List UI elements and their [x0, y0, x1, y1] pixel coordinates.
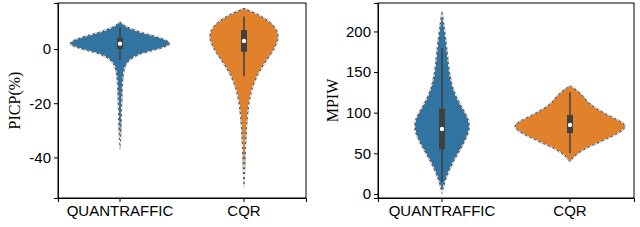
axis-line [374, 4, 379, 199]
tick-mark [54, 49, 58, 50]
box [567, 115, 573, 133]
tick: QUANTRAFFIC [67, 198, 174, 219]
panel: -40 -20 0 QUANTRAFFIC CQR PICP(%) [6, 3, 307, 219]
tick-label: 150 [346, 63, 371, 80]
tick: -20 [29, 95, 58, 112]
axis-line [54, 4, 59, 199]
violin-outline [210, 8, 278, 187]
plot-area [415, 11, 625, 192]
tick: 0 [363, 185, 378, 202]
tick-mark [374, 31, 378, 32]
tick-label: 100 [346, 104, 371, 121]
violin [210, 8, 278, 187]
violin [515, 86, 625, 162]
tick: CQR [553, 198, 587, 219]
tick: 100 [346, 104, 378, 121]
y-axis-title: PICP(%) [6, 72, 24, 130]
tick-mark [374, 153, 378, 154]
box [439, 109, 445, 150]
tick-mark [54, 157, 58, 158]
tick-label: 0 [43, 40, 51, 57]
tick-label: 200 [346, 23, 371, 40]
panel: 0 50 100 150 200 QUANTRAFFIC CQR MPIW [324, 3, 635, 219]
tick: QUANTRAFFIC [389, 198, 496, 219]
box [117, 38, 123, 49]
tick-label: CQR [227, 202, 261, 219]
median [118, 41, 122, 45]
tick: 0 [43, 40, 58, 57]
tick: 150 [346, 63, 378, 80]
median [440, 127, 444, 131]
tick-label: -20 [29, 95, 51, 112]
x-axis: QUANTRAFFIC CQR [59, 198, 307, 219]
tick-label: 0 [363, 185, 371, 202]
tick-label: QUANTRAFFIC [389, 202, 496, 219]
tick-mark [374, 72, 378, 73]
tick-label: QUANTRAFFIC [67, 202, 174, 219]
box [241, 30, 247, 52]
plot-area [70, 8, 278, 187]
violin-outline [415, 11, 470, 192]
tick: -40 [29, 149, 58, 166]
violin [415, 11, 470, 192]
y-axis: 0 50 100 150 200 [346, 4, 379, 203]
tick: CQR [227, 198, 261, 219]
median [242, 39, 246, 43]
tick: 200 [346, 23, 378, 40]
tick-mark [374, 113, 378, 114]
violin-outline [515, 86, 625, 162]
violin [70, 22, 169, 149]
figure: -40 -20 0 QUANTRAFFIC CQR PICP(%) 0 50 100 150 200… [0, 0, 640, 227]
frame [58, 3, 306, 198]
tick-mark [374, 194, 378, 195]
tick-mark [54, 103, 58, 104]
y-axis: -40 -20 0 [29, 4, 58, 199]
tick-label: 50 [354, 145, 371, 162]
median [568, 123, 572, 127]
x-axis: QUANTRAFFIC CQR [379, 198, 635, 219]
violin-outline [70, 22, 169, 149]
tick-label: -40 [29, 149, 51, 166]
frame [378, 3, 634, 198]
y-axis-title: MPIW [324, 78, 341, 122]
tick-label: CQR [553, 202, 587, 219]
tick: 50 [354, 145, 378, 162]
